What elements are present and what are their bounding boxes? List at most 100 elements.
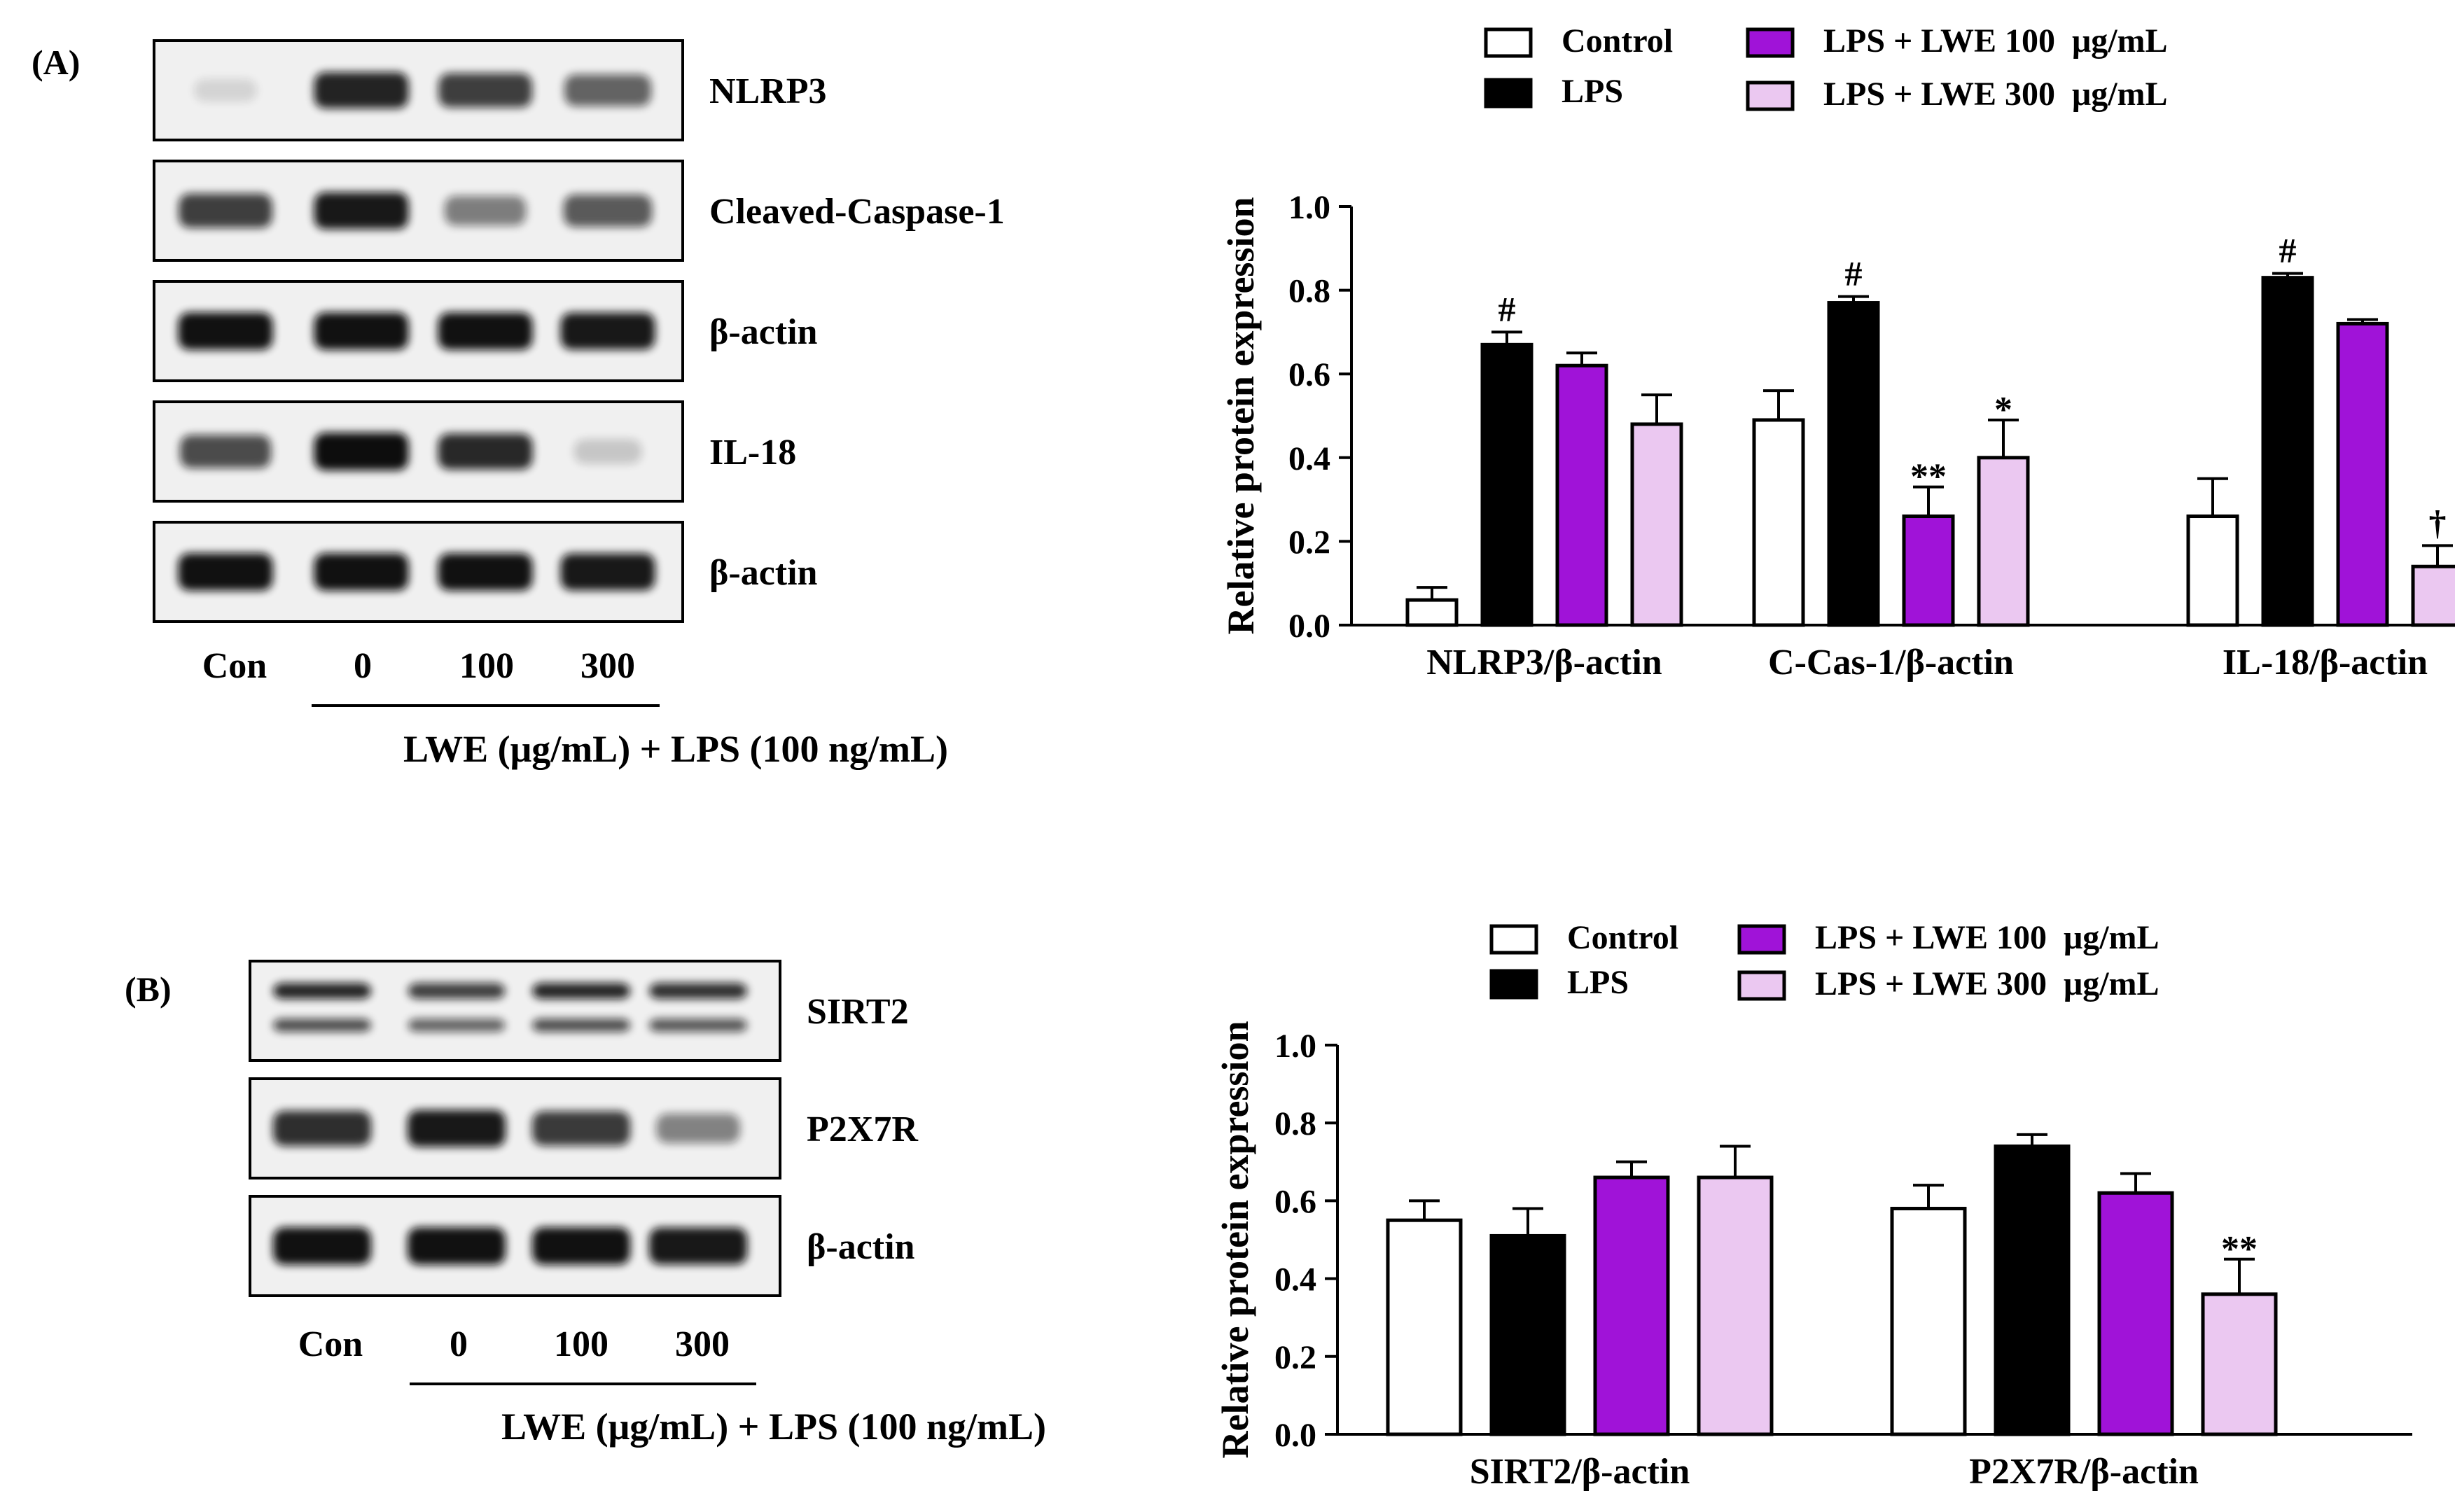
legend-swatch-lps bbox=[1489, 969, 1538, 1000]
y-tick-label: 1.0 bbox=[1274, 1028, 1316, 1065]
bar-c-cas-1-b-actin-control bbox=[1752, 418, 1805, 627]
legend-swatch-control bbox=[1484, 27, 1533, 58]
blot-strip-sirt2 bbox=[249, 960, 781, 1062]
blot-band bbox=[560, 553, 655, 591]
blot-band bbox=[314, 553, 409, 591]
legend-swatch-lps-lwe-300-g-ml bbox=[1737, 970, 1786, 1001]
blot-band bbox=[649, 1018, 747, 1032]
significance-marker: # bbox=[2279, 231, 2297, 270]
western-blot-panel-a: NLRP3 Cleaved-Caspase-1 β-actin IL-18 β-acti… bbox=[153, 39, 1005, 623]
legend-swatch-lps bbox=[1484, 78, 1533, 108]
legend-label-control: Control bbox=[1567, 919, 1678, 956]
bar-sirt2-b-actin-lps-lwe-100-g-ml bbox=[1593, 1175, 1670, 1436]
blot-band bbox=[314, 433, 409, 470]
bar-chart-a: Control LPS LPS + LWE 100 μg/mL LPS + LWE 3… bbox=[1220, 22, 2455, 682]
blot-band bbox=[178, 553, 273, 591]
legend-label-lps: LPS bbox=[1562, 73, 1623, 110]
blot-label-nlrp3: NLRP3 bbox=[709, 71, 827, 111]
y-tick-label: 0.8 bbox=[1274, 1105, 1316, 1142]
bar-c-cas-1-b-actin-lps-lwe-300-g-ml bbox=[1977, 456, 2030, 627]
blot-label-p2x7r: P2X7R bbox=[807, 1110, 919, 1149]
blot-label-b-actin: β-actin bbox=[807, 1227, 915, 1267]
y-tick-label: 0.2 bbox=[1288, 524, 1330, 561]
y-tick-label: 0.4 bbox=[1274, 1261, 1316, 1298]
blot-band bbox=[408, 1018, 506, 1032]
lane-label-0: 0 bbox=[354, 646, 372, 686]
blot-label-cleaved-caspase-1: Cleaved-Caspase-1 bbox=[709, 192, 1005, 232]
bar-il-18-b-actin-control bbox=[2186, 514, 2239, 627]
blot-band bbox=[438, 73, 532, 108]
bar-chart-b: Control LPS LPS + LWE 100 μg/mL LPS + LWE 3… bbox=[1214, 919, 2412, 1492]
blot-band bbox=[273, 1227, 371, 1265]
legend-swatch-lps-lwe-100-g-ml bbox=[1737, 924, 1786, 955]
blot-band bbox=[408, 1110, 506, 1147]
legend-swatch-lps-lwe-300-g-ml bbox=[1746, 80, 1795, 111]
legend-label-lps: LPS bbox=[1567, 964, 1629, 1001]
blot-band bbox=[563, 194, 653, 227]
blot-band bbox=[314, 312, 409, 350]
blot-band bbox=[438, 553, 533, 591]
significance-marker: ** bbox=[1910, 457, 1947, 497]
blot-band bbox=[179, 435, 272, 468]
blot-band bbox=[273, 1110, 371, 1147]
bar-nlrp3-b-actin-lps-lwe-300-g-ml bbox=[1630, 422, 1683, 627]
blot-label-b-actin: β-actin bbox=[709, 312, 818, 352]
x-category-label: NLRP3/β-actin bbox=[1426, 643, 1662, 682]
lane-label-con: Con bbox=[202, 646, 267, 686]
blot-band bbox=[532, 1018, 630, 1032]
legend-label-lps-lwe-100-g-ml: LPS + LWE 100 μg/mL bbox=[1823, 22, 2168, 59]
y-axis-label: Relative protein expression bbox=[1220, 197, 1262, 635]
blot-band bbox=[408, 1227, 506, 1265]
bar-c-cas-1-b-actin-lps bbox=[1827, 301, 1880, 627]
bar-nlrp3-b-actin-control bbox=[1405, 598, 1459, 627]
blot-band bbox=[273, 983, 371, 999]
bar-p2x7r-b-actin-lps-lwe-300-g-ml bbox=[2201, 1292, 2278, 1436]
blot-band bbox=[444, 195, 527, 226]
blot-label-b-actin: β-actin bbox=[709, 553, 818, 593]
blot-band bbox=[438, 433, 533, 470]
x-category-label: SIRT2/β-actin bbox=[1470, 1452, 1690, 1492]
y-tick-label: 1.0 bbox=[1288, 189, 1330, 226]
legend-swatch-lps-lwe-100-g-ml bbox=[1746, 27, 1795, 58]
y-axis-label: Relative protein expression bbox=[1214, 1021, 1256, 1459]
y-tick-label: 0.4 bbox=[1288, 440, 1330, 477]
blot-band bbox=[649, 983, 747, 999]
lane-label-300: 300 bbox=[580, 646, 635, 686]
blot-band bbox=[649, 1227, 747, 1265]
blot-band bbox=[273, 1018, 371, 1032]
lane-label-300: 300 bbox=[675, 1324, 730, 1364]
bar-nlrp3-b-actin-lps-lwe-100-g-ml bbox=[1555, 363, 1608, 627]
blot-band bbox=[178, 312, 273, 350]
blot-band bbox=[532, 983, 630, 999]
blot-band bbox=[564, 74, 652, 106]
y-tick-label: 0.2 bbox=[1274, 1339, 1316, 1376]
blot-band bbox=[532, 1227, 630, 1265]
blot-band bbox=[438, 312, 533, 350]
blot-band bbox=[560, 312, 655, 350]
x-category-label: P2X7R/β-actin bbox=[1969, 1452, 2199, 1492]
y-tick-label: 0.0 bbox=[1274, 1417, 1316, 1454]
legend-label-control: Control bbox=[1562, 22, 1673, 59]
bar-p2x7r-b-actin-lps bbox=[1994, 1144, 2071, 1436]
lane-label-100: 100 bbox=[459, 646, 514, 686]
bar-il-18-b-actin-lps-lwe-300-g-ml bbox=[2411, 564, 2455, 627]
y-tick-label: 0.0 bbox=[1288, 608, 1330, 645]
blot-band bbox=[179, 193, 272, 228]
y-tick-label: 0.6 bbox=[1274, 1183, 1316, 1220]
lane-label-con: Con bbox=[298, 1324, 363, 1364]
bar-sirt2-b-actin-control bbox=[1386, 1218, 1463, 1436]
bar-c-cas-1-b-actin-lps-lwe-100-g-ml bbox=[1902, 514, 1955, 627]
significance-marker: † bbox=[2429, 503, 2447, 542]
bar-sirt2-b-actin-lps bbox=[1489, 1233, 1566, 1436]
x-category-label: IL-18/β-actin bbox=[2223, 643, 2428, 682]
bar-p2x7r-b-actin-lps-lwe-100-g-ml bbox=[2097, 1191, 2174, 1436]
blot-band bbox=[532, 1111, 630, 1146]
legend-swatch-control bbox=[1489, 924, 1538, 955]
blot-band bbox=[656, 1113, 740, 1144]
lane-label-100: 100 bbox=[554, 1324, 608, 1364]
legend-label-lps-lwe-300-g-ml: LPS + LWE 300 μg/mL bbox=[1815, 965, 2160, 1002]
blot-band bbox=[193, 78, 258, 102]
x-category-label: C-Cas-1/β-actin bbox=[1768, 643, 2014, 682]
bar-sirt2-b-actin-lps-lwe-300-g-ml bbox=[1697, 1175, 1774, 1436]
blot-label-il-18: IL-18 bbox=[709, 433, 796, 472]
